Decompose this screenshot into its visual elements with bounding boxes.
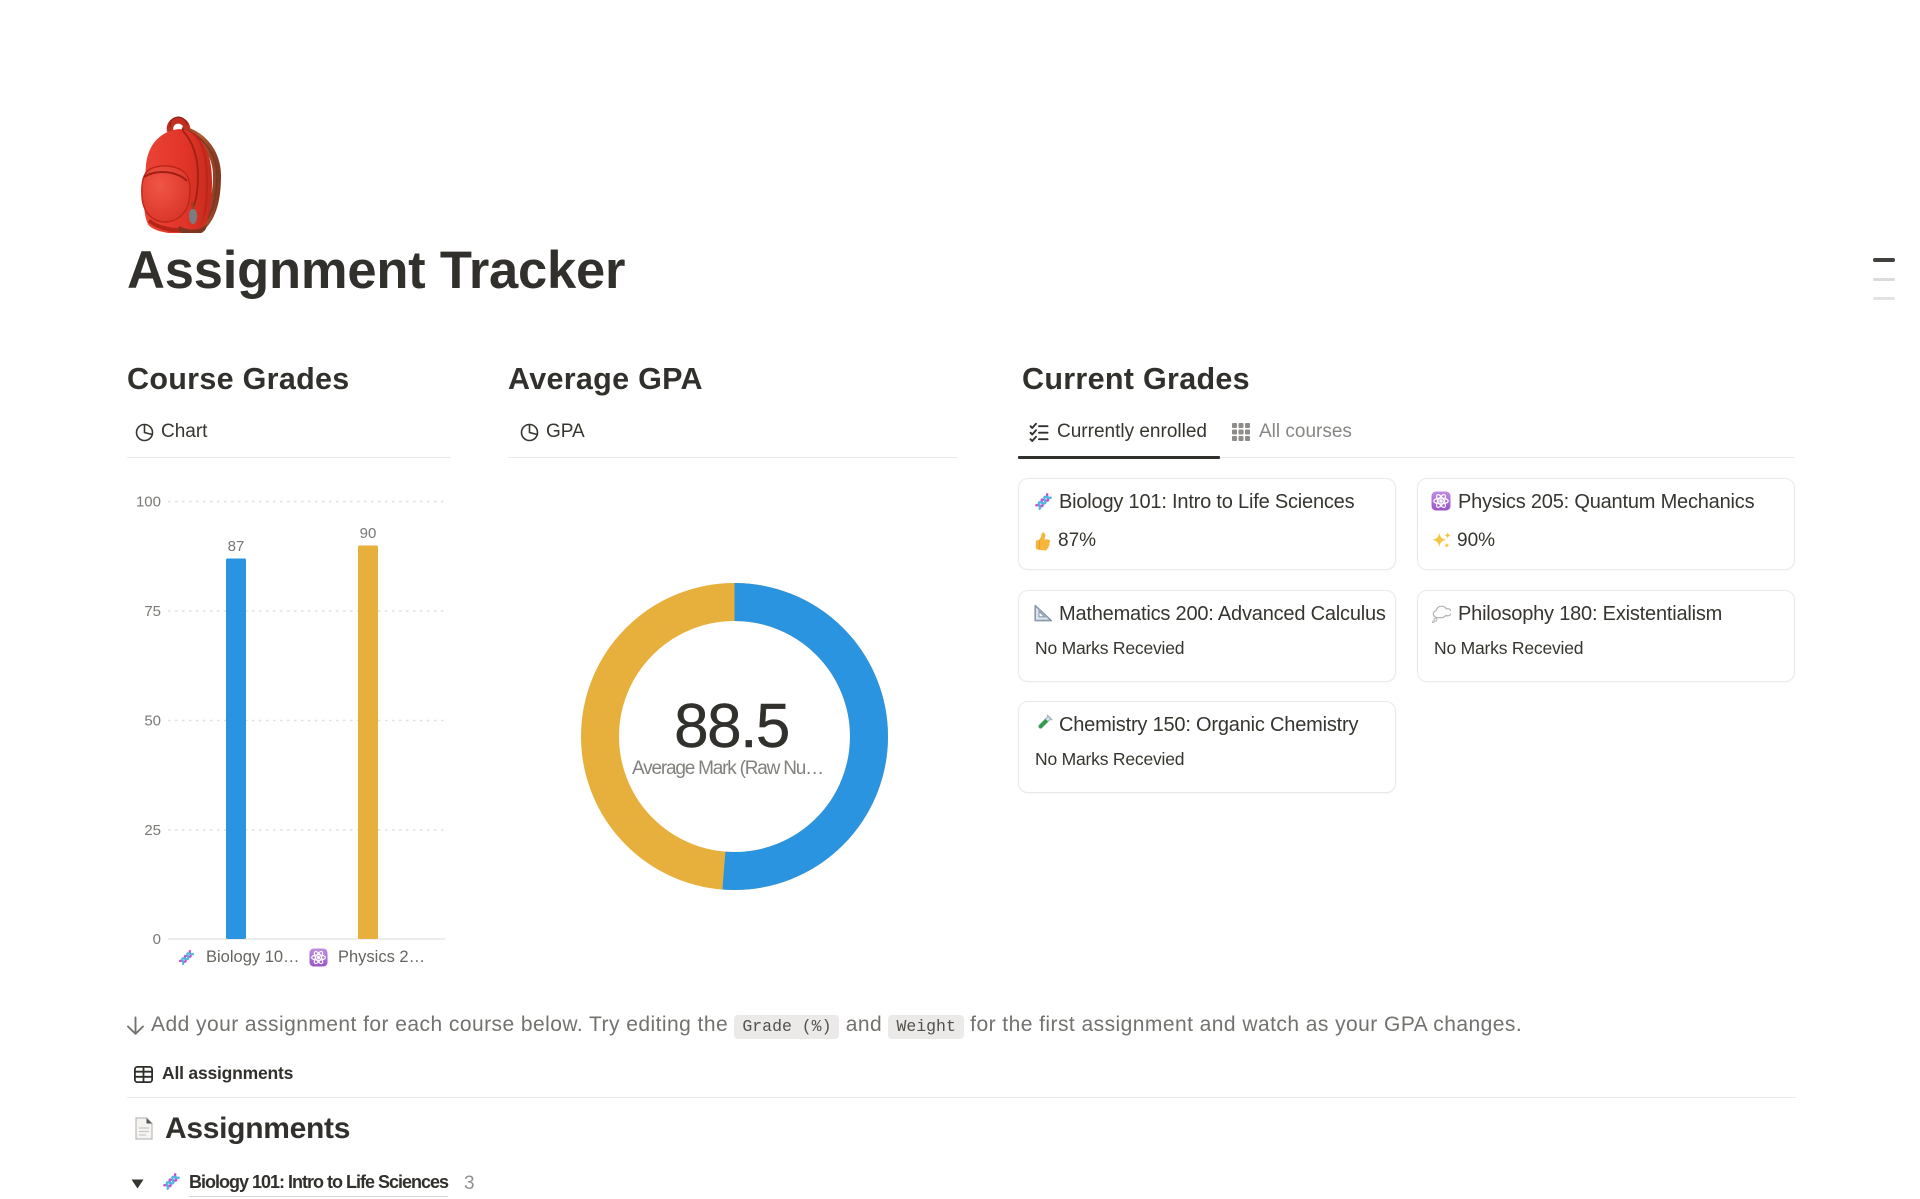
svg-text:90: 90: [360, 525, 377, 542]
svg-text:75: 75: [144, 603, 161, 620]
svg-text:87: 87: [228, 538, 245, 555]
svg-text:100: 100: [136, 494, 161, 511]
svg-text:50: 50: [144, 713, 161, 730]
svg-text:25: 25: [144, 822, 161, 839]
svg-text:0: 0: [153, 931, 161, 948]
